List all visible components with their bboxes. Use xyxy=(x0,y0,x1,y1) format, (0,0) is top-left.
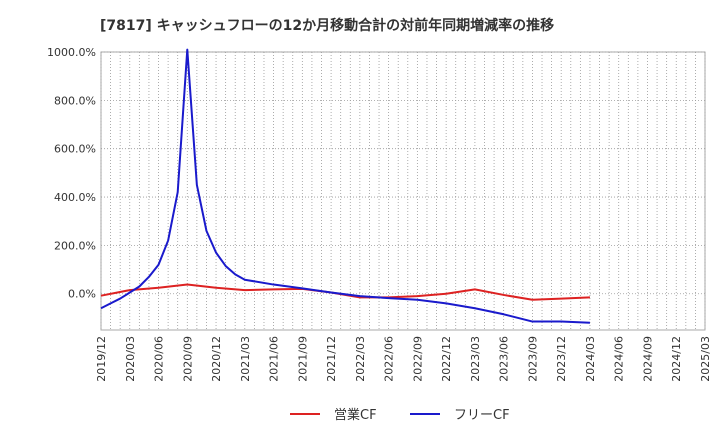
y-tick-label: 200.0% xyxy=(54,239,96,252)
legend: 営業CF フリーCF xyxy=(290,407,510,423)
x-tick-label: 2021/06 xyxy=(268,336,281,382)
x-tick-label: 2022/12 xyxy=(440,336,453,382)
x-tick-label: 2022/03 xyxy=(354,336,367,382)
x-tick-label: 2021/12 xyxy=(325,336,338,382)
x-tick-label: 2023/03 xyxy=(469,336,482,382)
x-axis: 2019/12 2020/03 2020/06 2020/09 2020/12 2021/… xyxy=(95,336,712,382)
x-tick-label: 2020/09 xyxy=(181,336,194,382)
x-tick-label: 2024/12 xyxy=(670,336,683,382)
x-tick-label: 2022/09 xyxy=(411,336,424,382)
x-tick-label: 2021/09 xyxy=(296,336,309,382)
legend-label-2: フリーCF xyxy=(454,408,510,423)
y-tick-label: 800.0% xyxy=(54,94,96,107)
x-tick-label: 2023/12 xyxy=(555,336,568,382)
y-tick-label: 1000.0% xyxy=(47,46,96,59)
x-tick-label: 2023/09 xyxy=(526,336,539,382)
x-tick-label: 2019/12 xyxy=(95,336,108,382)
x-tick-label: 2020/03 xyxy=(124,336,137,382)
series-group xyxy=(100,48,590,324)
x-tick-label: 2020/06 xyxy=(153,336,166,382)
x-tick-label: 2024/09 xyxy=(641,336,654,382)
x-tick-label: 2023/06 xyxy=(498,336,511,382)
x-tick-label: 2024/06 xyxy=(613,336,626,382)
y-tick-label: 600.0% xyxy=(54,143,96,156)
plot-area xyxy=(100,51,706,331)
x-tick-label: 2025/03 xyxy=(699,336,712,382)
y-tick-label: 400.0% xyxy=(54,191,96,204)
chart-title: [7817] キャッシュフローの12か月移動合計の対前年同期増減率の推移 xyxy=(100,17,554,34)
x-tick-label: 2021/03 xyxy=(239,336,252,382)
x-tick-label: 2022/06 xyxy=(383,336,396,382)
series-line-2 xyxy=(100,48,590,324)
y-axis: 0.0% 200.0% 400.0% 600.0% 800.0% 1000.0% xyxy=(47,46,96,301)
x-tick-label: 2020/12 xyxy=(210,336,223,382)
x-tick-label: 2024/03 xyxy=(584,336,597,382)
y-tick-label: 0.0% xyxy=(68,288,96,301)
legend-label-1: 営業CF xyxy=(334,407,377,423)
